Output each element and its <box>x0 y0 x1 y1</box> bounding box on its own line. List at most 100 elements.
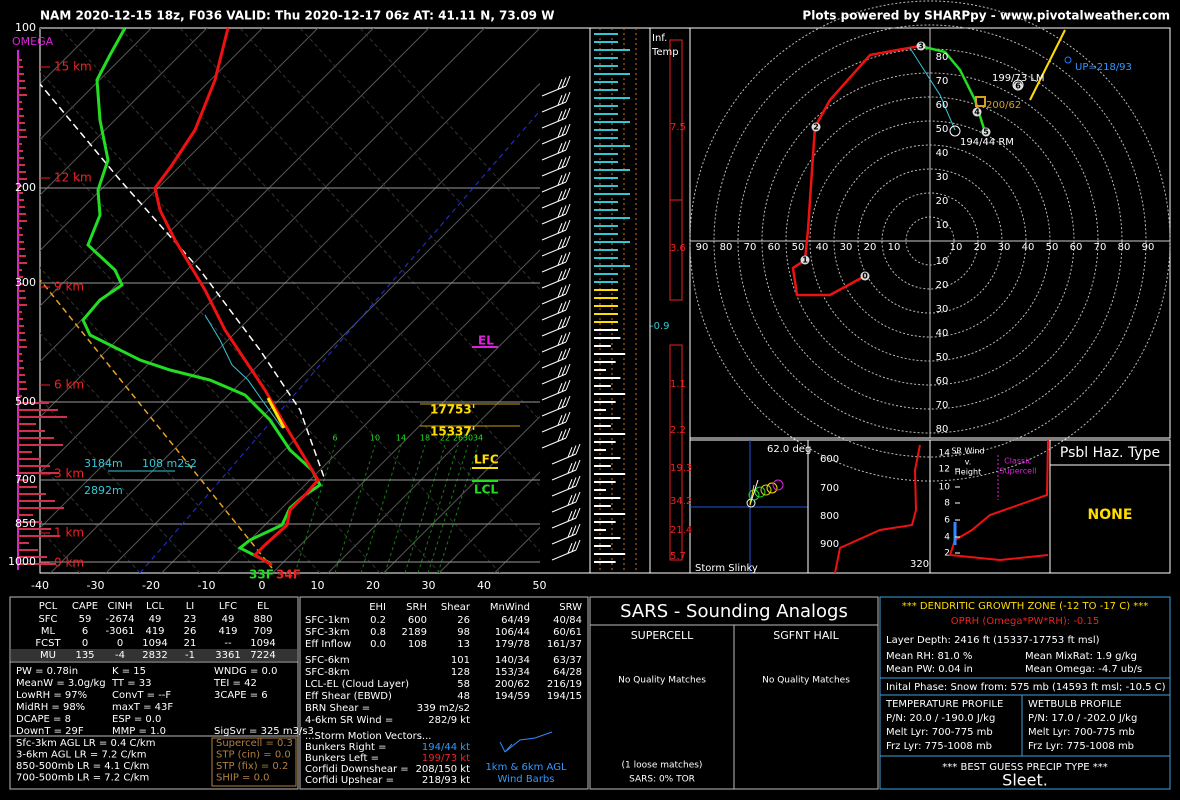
label: OPRH (Omega*PW*RH): -0.15 <box>951 616 1099 627</box>
barb-staff <box>541 373 567 385</box>
temperature-profile <box>153 28 320 567</box>
label: -2674 <box>105 614 134 625</box>
ring-label: 20 <box>864 242 877 253</box>
isotherm <box>40 28 97 85</box>
inftemp-bar <box>669 39 683 201</box>
label: K = 15 <box>112 666 146 677</box>
label: 62.0 deg <box>767 444 811 455</box>
pressure-label: 500 <box>15 395 36 408</box>
barb-flag <box>565 219 571 231</box>
label: MidRH = 98% <box>16 702 85 713</box>
isotherm <box>40 28 153 141</box>
barb-staff <box>541 181 567 193</box>
label: 49 <box>149 614 162 625</box>
srwind-height: 10 <box>939 483 951 493</box>
label: Mean Omega: -4.7 ub/s <box>1025 664 1142 675</box>
label: TEMPERATURE PROFILE <box>885 699 1003 710</box>
label: Sleet. <box>1002 771 1048 790</box>
label: -1 <box>185 650 195 661</box>
label: WETBULB PROFILE <box>1028 699 1122 710</box>
mixing-ratio-label: 10 <box>370 434 380 443</box>
skewt-profiles <box>40 28 540 573</box>
ring-label: 70 <box>1094 242 1107 253</box>
ring-label: 90 <box>696 242 709 253</box>
label: Sfc-3km AGL LR = 0.4 C/km <box>16 738 155 749</box>
label: Eff Inflow <box>305 639 351 650</box>
label: 128 <box>451 667 470 678</box>
barb-flag <box>571 461 577 472</box>
hodo-point-label: 6 <box>1015 82 1021 91</box>
isotherm <box>272 304 540 573</box>
barb-flag <box>557 319 563 330</box>
barb-flag <box>565 251 571 263</box>
hodo-point <box>981 127 991 137</box>
label: *** BEST GUESS PRECIP TYPE *** <box>942 762 1107 773</box>
dry-adiabat <box>40 70 501 573</box>
label: SFC <box>38 614 57 625</box>
label: FCST <box>35 638 61 649</box>
temperature-label: 20 <box>366 579 380 592</box>
label: Melt Lyr: 700-775 mb <box>1028 727 1135 738</box>
height-label: 12 km <box>54 171 92 185</box>
barb-staff <box>541 165 567 177</box>
barb-staff <box>551 549 577 561</box>
label: Wind Barbs <box>498 774 555 785</box>
label: STP (cin) = 0.0 <box>216 750 291 761</box>
advection-bars <box>594 28 637 573</box>
ring-label: 50 <box>1046 242 1059 253</box>
label: 3184m <box>84 457 123 470</box>
label: CINH <box>108 601 133 612</box>
barb-flag <box>565 75 571 87</box>
mean-wind-marker <box>975 96 986 107</box>
barb-flag <box>561 237 567 248</box>
label: SFC-8km <box>305 667 350 678</box>
label: Layer Depth: 2416 ft (15337-17753 ft msl… <box>886 635 1100 646</box>
label: 140/34 <box>495 655 530 666</box>
barb-flag <box>565 347 571 359</box>
ring-label: 10 <box>936 256 949 267</box>
label: 4-6km SR Wind = <box>305 715 393 726</box>
height-label: 0 km <box>54 556 84 570</box>
label: 194/44 kt <box>422 742 470 753</box>
inftemp-value: -0.9 <box>650 321 670 332</box>
mixing-ratio <box>360 444 402 573</box>
label: 153/34 <box>495 667 530 678</box>
barb-staff <box>551 453 577 465</box>
isotherm <box>327 360 540 573</box>
barb-staff <box>541 405 567 417</box>
isotherm <box>50 82 540 573</box>
mixing-ratio <box>417 444 459 573</box>
label: LCL-EL (Cloud Layer) <box>305 679 409 690</box>
label: 194/15 <box>547 691 582 702</box>
ring-label: 10 <box>888 242 901 253</box>
barb-flag <box>557 399 563 410</box>
barb-staff <box>541 229 567 241</box>
temperature-label: 0 <box>259 579 266 592</box>
pressure-label: 300 <box>15 276 36 289</box>
hodograph-grid <box>689 0 1171 482</box>
mixing-ratio <box>427 444 469 573</box>
isotherm <box>40 28 430 418</box>
barb-staff <box>541 245 567 257</box>
barb-flag <box>557 255 563 266</box>
label: SigSvr = 325 m3/s3 <box>214 726 314 737</box>
barb-flag <box>571 541 577 552</box>
pressure-label: 1000 <box>8 555 36 568</box>
height-label: 6 km <box>54 378 84 392</box>
hodograph-upper <box>1029 29 1066 101</box>
barb-flag <box>561 109 567 120</box>
barb-flag <box>567 479 573 490</box>
label: BRN Shear = <box>305 703 370 714</box>
barb-flag <box>565 171 571 183</box>
barb-flag <box>557 191 563 202</box>
label: 3CAPE = 6 <box>214 690 268 701</box>
hodo-point-label: 3 <box>918 42 924 51</box>
label: Supercell <box>999 467 1036 476</box>
thetae-pressure: 800 <box>820 511 839 522</box>
label: Inital Phase: Snow from: 575 mb (14593 f… <box>886 682 1166 693</box>
label: PW = 0.78in <box>16 666 78 677</box>
label: LCL <box>146 601 165 612</box>
barb-staff <box>541 117 567 129</box>
label: CAPE <box>72 601 98 612</box>
inftemp-value: 1.1 <box>670 379 686 390</box>
